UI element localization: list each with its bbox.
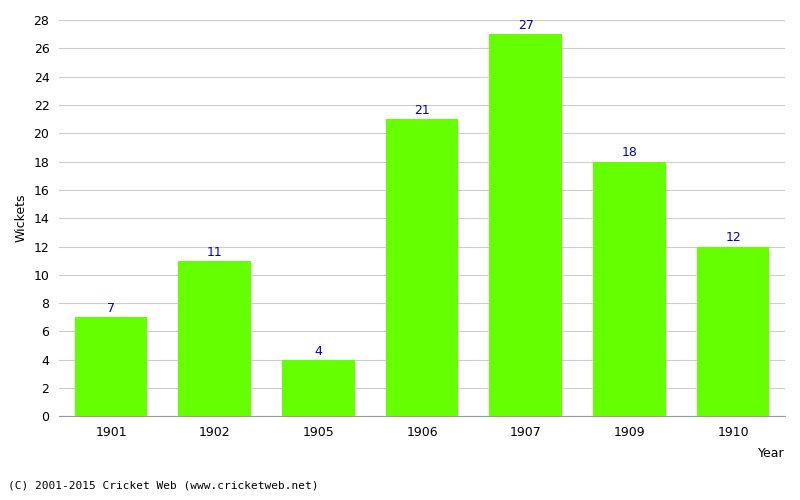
Text: 4: 4 xyxy=(314,344,322,358)
Bar xyxy=(386,119,458,416)
Text: 7: 7 xyxy=(107,302,115,315)
Text: 11: 11 xyxy=(207,246,222,258)
Text: (C) 2001-2015 Cricket Web (www.cricketweb.net): (C) 2001-2015 Cricket Web (www.cricketwe… xyxy=(8,480,318,490)
Bar xyxy=(74,318,147,416)
Bar xyxy=(697,246,770,416)
Text: Year: Year xyxy=(758,447,785,460)
Text: 18: 18 xyxy=(622,146,638,160)
Bar xyxy=(490,34,562,416)
Text: 27: 27 xyxy=(518,19,534,32)
Text: 12: 12 xyxy=(726,232,741,244)
Text: 21: 21 xyxy=(414,104,430,117)
Bar xyxy=(593,162,666,416)
Bar xyxy=(282,360,354,416)
Y-axis label: Wickets: Wickets xyxy=(15,194,28,242)
Bar xyxy=(178,260,251,416)
